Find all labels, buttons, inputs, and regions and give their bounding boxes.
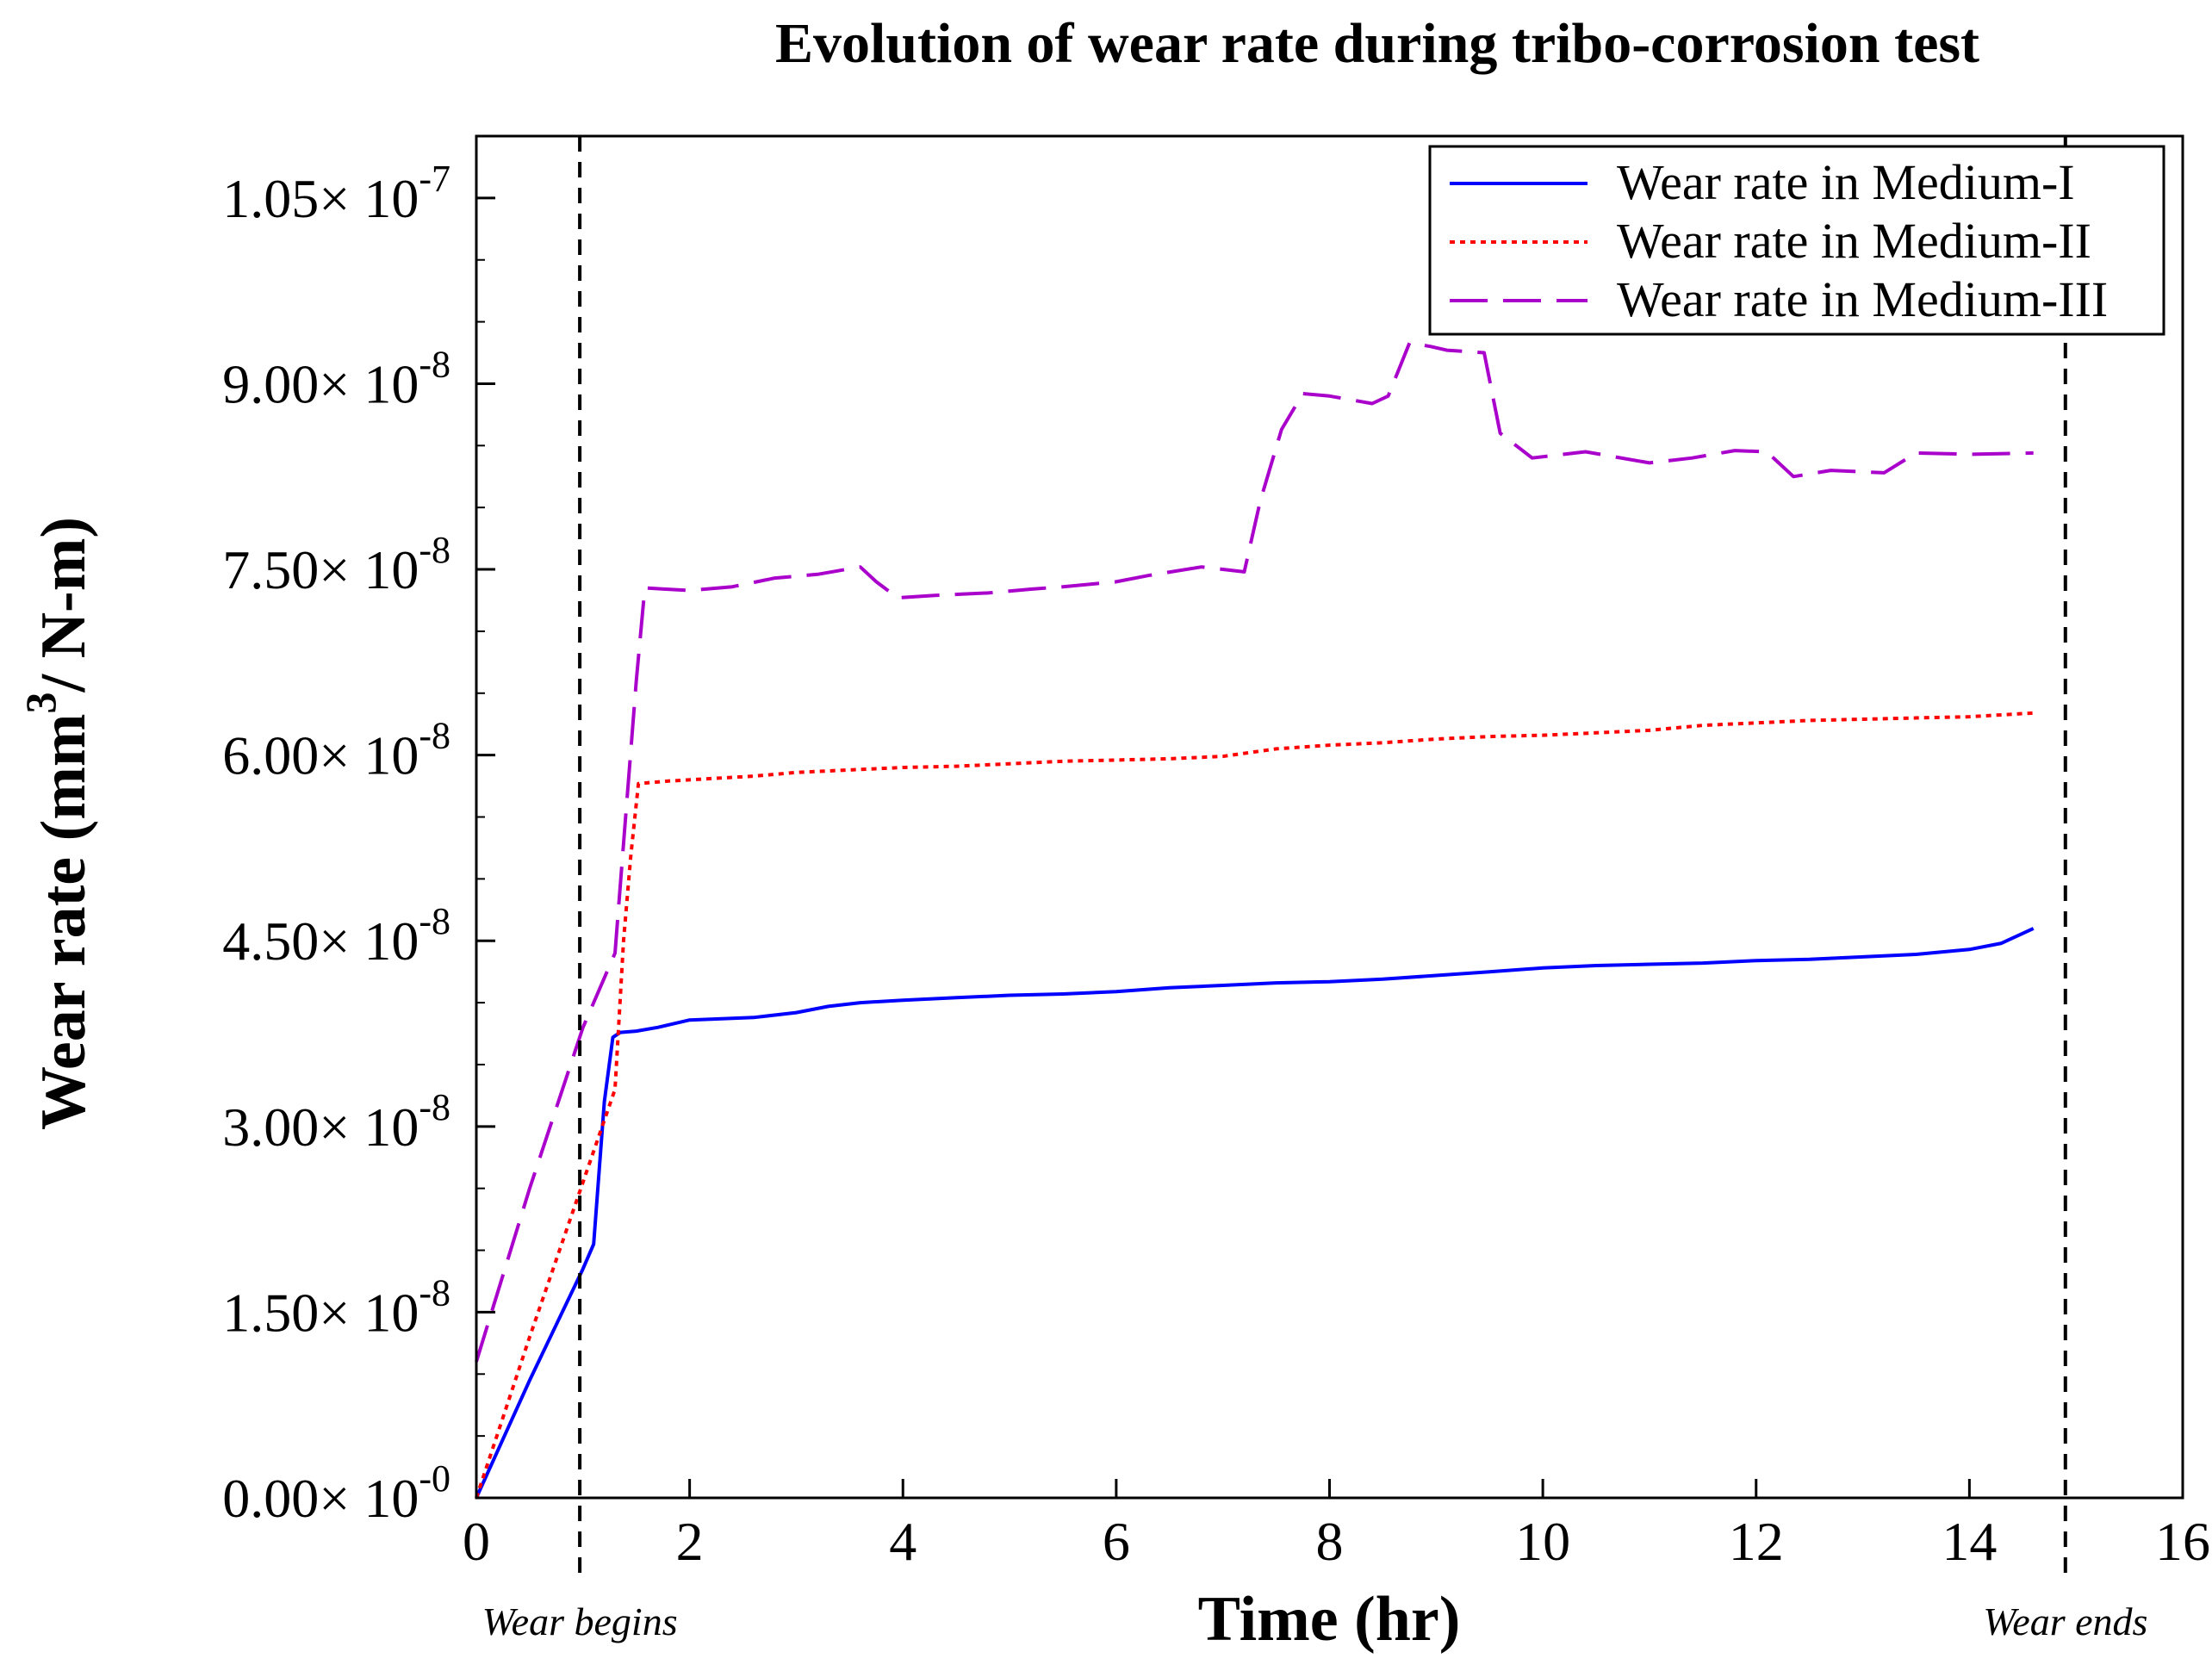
x-tick-label: 14 [1942,1511,1997,1572]
y-tick-label: 3.00× 10-8 [222,1086,450,1158]
legend-label-wear-rate-in-medium-ii: Wear rate in Medium-II [1617,213,2091,269]
y-tick-label: 6.00× 10-8 [222,715,450,786]
y-axis-label-suffix: / N-m) [28,517,99,693]
x-axis-label: Time (hr) [1198,1584,1461,1655]
y-axis-ticks: 0.00× 10-0 1.50× 10-8 3.00× 10-8 4.50× 10-8… [222,158,495,1529]
legend-label-wear-rate-in-medium-i: Wear rate in Medium-I [1617,154,2075,210]
legend-box [1428,145,2165,336]
x-tick-label: 10 [1515,1511,1570,1572]
x-tick-label: 2 [676,1511,704,1572]
x-tick-label: 6 [1103,1511,1130,1572]
y-tick-label: 0.00× 10-0 [222,1457,450,1529]
series-line-wear-rate-in-medium-iii [475,341,2034,1363]
x-tick-label: 0 [463,1511,490,1572]
y-axis-label-superscript: 3 [16,692,65,713]
y-axis-label: Wear rate (mm3/ N-m) [16,517,99,1130]
y-tick-label: 7.50× 10-8 [222,529,450,600]
x-tick-label: 16 [2155,1511,2210,1572]
y-tick-label: 9.00× 10-8 [222,343,450,414]
y-tick-label: 1.50× 10-8 [222,1271,450,1343]
x-axis-ticks: 0 2 4 6 8 10 12 14 16 [463,1479,2210,1572]
series-layer [475,341,2035,1499]
marker-label-wear-ends: Wear ends [1983,1600,2147,1643]
series-line-wear-rate-in-medium-ii [475,711,2034,1499]
plot-frame [475,134,2184,1500]
x-tick-label: 4 [889,1511,916,1572]
y-axis-label-prefix: Wear rate (mm [28,713,99,1130]
x-tick-label: 8 [1316,1511,1344,1572]
series-line-wear-rate-in-medium-i [475,927,2035,1499]
marker-layer: Wear begins Wear ends [482,136,2147,1643]
chart-title: Evolution of wear rate during tribo-corr… [775,12,1979,75]
legend-label-wear-rate-in-medium-iii: Wear rate in Medium-III [1617,271,2108,327]
y-tick-label: 1.05× 10-7 [222,158,450,229]
marker-label-wear-begins: Wear begins [482,1600,678,1643]
x-tick-label: 12 [1729,1511,1784,1572]
y-tick-label: 4.50× 10-8 [222,900,450,972]
